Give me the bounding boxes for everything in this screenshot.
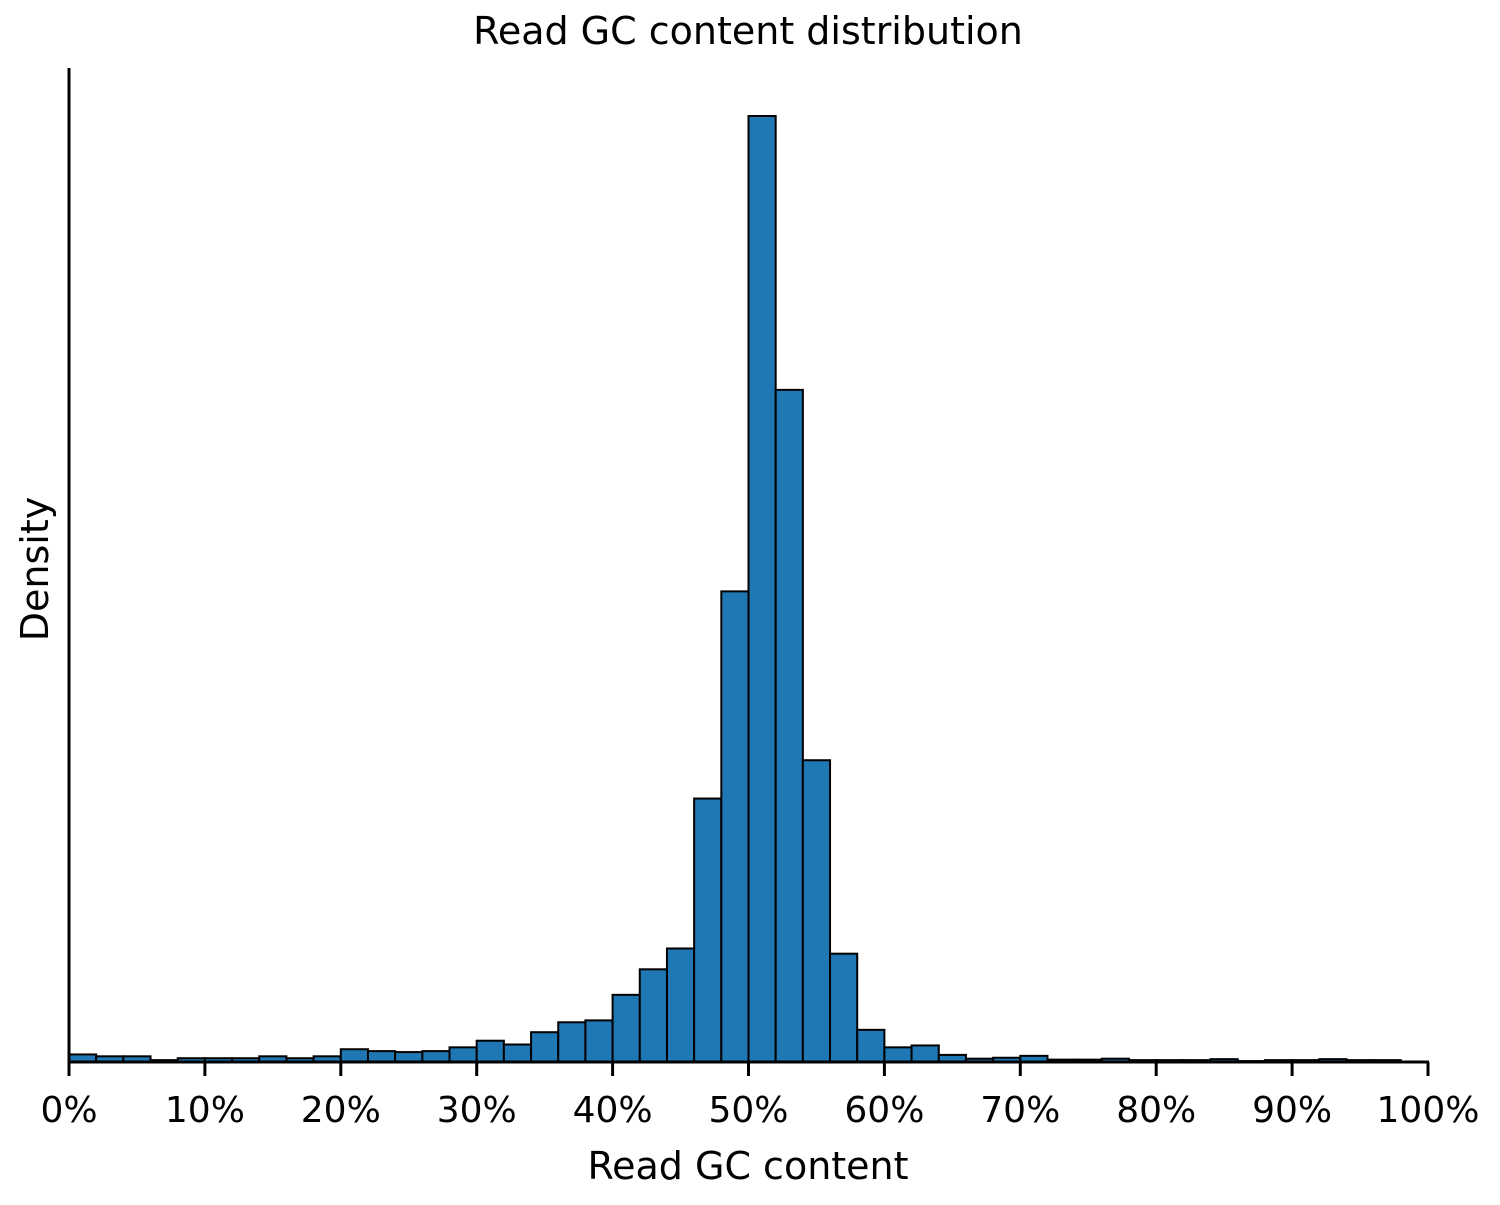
histogram-bar xyxy=(584,1019,614,1064)
histogram-bar xyxy=(801,759,832,1063)
histogram-bar xyxy=(720,590,750,1063)
histogram-bar xyxy=(339,1048,369,1063)
x-tick-label: 80% xyxy=(1116,1090,1196,1131)
histogram-bar xyxy=(856,1028,886,1063)
x-tick-label: 0% xyxy=(40,1090,97,1131)
histogram-bar xyxy=(883,1046,913,1063)
histogram-bar xyxy=(774,388,804,1063)
y-axis-title: Density xyxy=(13,497,57,641)
histogram-bar xyxy=(693,797,723,1063)
x-tick-label: 50% xyxy=(708,1090,788,1131)
chart-title: Read GC content distribution xyxy=(473,9,1023,53)
x-tick-label: 60% xyxy=(844,1090,924,1131)
histogram-bar xyxy=(475,1039,505,1063)
x-tick-label: 20% xyxy=(301,1090,381,1131)
histogram-bar xyxy=(421,1050,451,1063)
x-tick-label: 70% xyxy=(980,1090,1060,1131)
x-tick-label: 10% xyxy=(165,1090,245,1131)
histogram-bar xyxy=(502,1043,533,1063)
histogram-bar xyxy=(366,1050,397,1063)
x-tick-label: 30% xyxy=(437,1090,517,1131)
x-axis-ticks: 0% 10% 20% 30% 40% 50% 60% 70% 80% 90% 100% xyxy=(40,1062,1479,1131)
histogram-bar xyxy=(665,947,696,1063)
histogram-bar xyxy=(910,1044,940,1063)
x-tick-label: 40% xyxy=(573,1090,653,1131)
histogram-bar xyxy=(638,968,668,1063)
histogram-bar xyxy=(557,1021,587,1064)
histogram-bar xyxy=(611,993,641,1064)
x-axis-title: Read GC content xyxy=(587,1144,908,1188)
x-tick-label: 100% xyxy=(1377,1090,1480,1131)
histogram-bar xyxy=(448,1046,478,1063)
histogram-bar xyxy=(747,115,777,1063)
histogram-bars xyxy=(68,115,1402,1064)
histogram-bar xyxy=(829,952,859,1063)
x-tick-label: 90% xyxy=(1252,1090,1332,1131)
histogram-bar xyxy=(530,1031,560,1063)
